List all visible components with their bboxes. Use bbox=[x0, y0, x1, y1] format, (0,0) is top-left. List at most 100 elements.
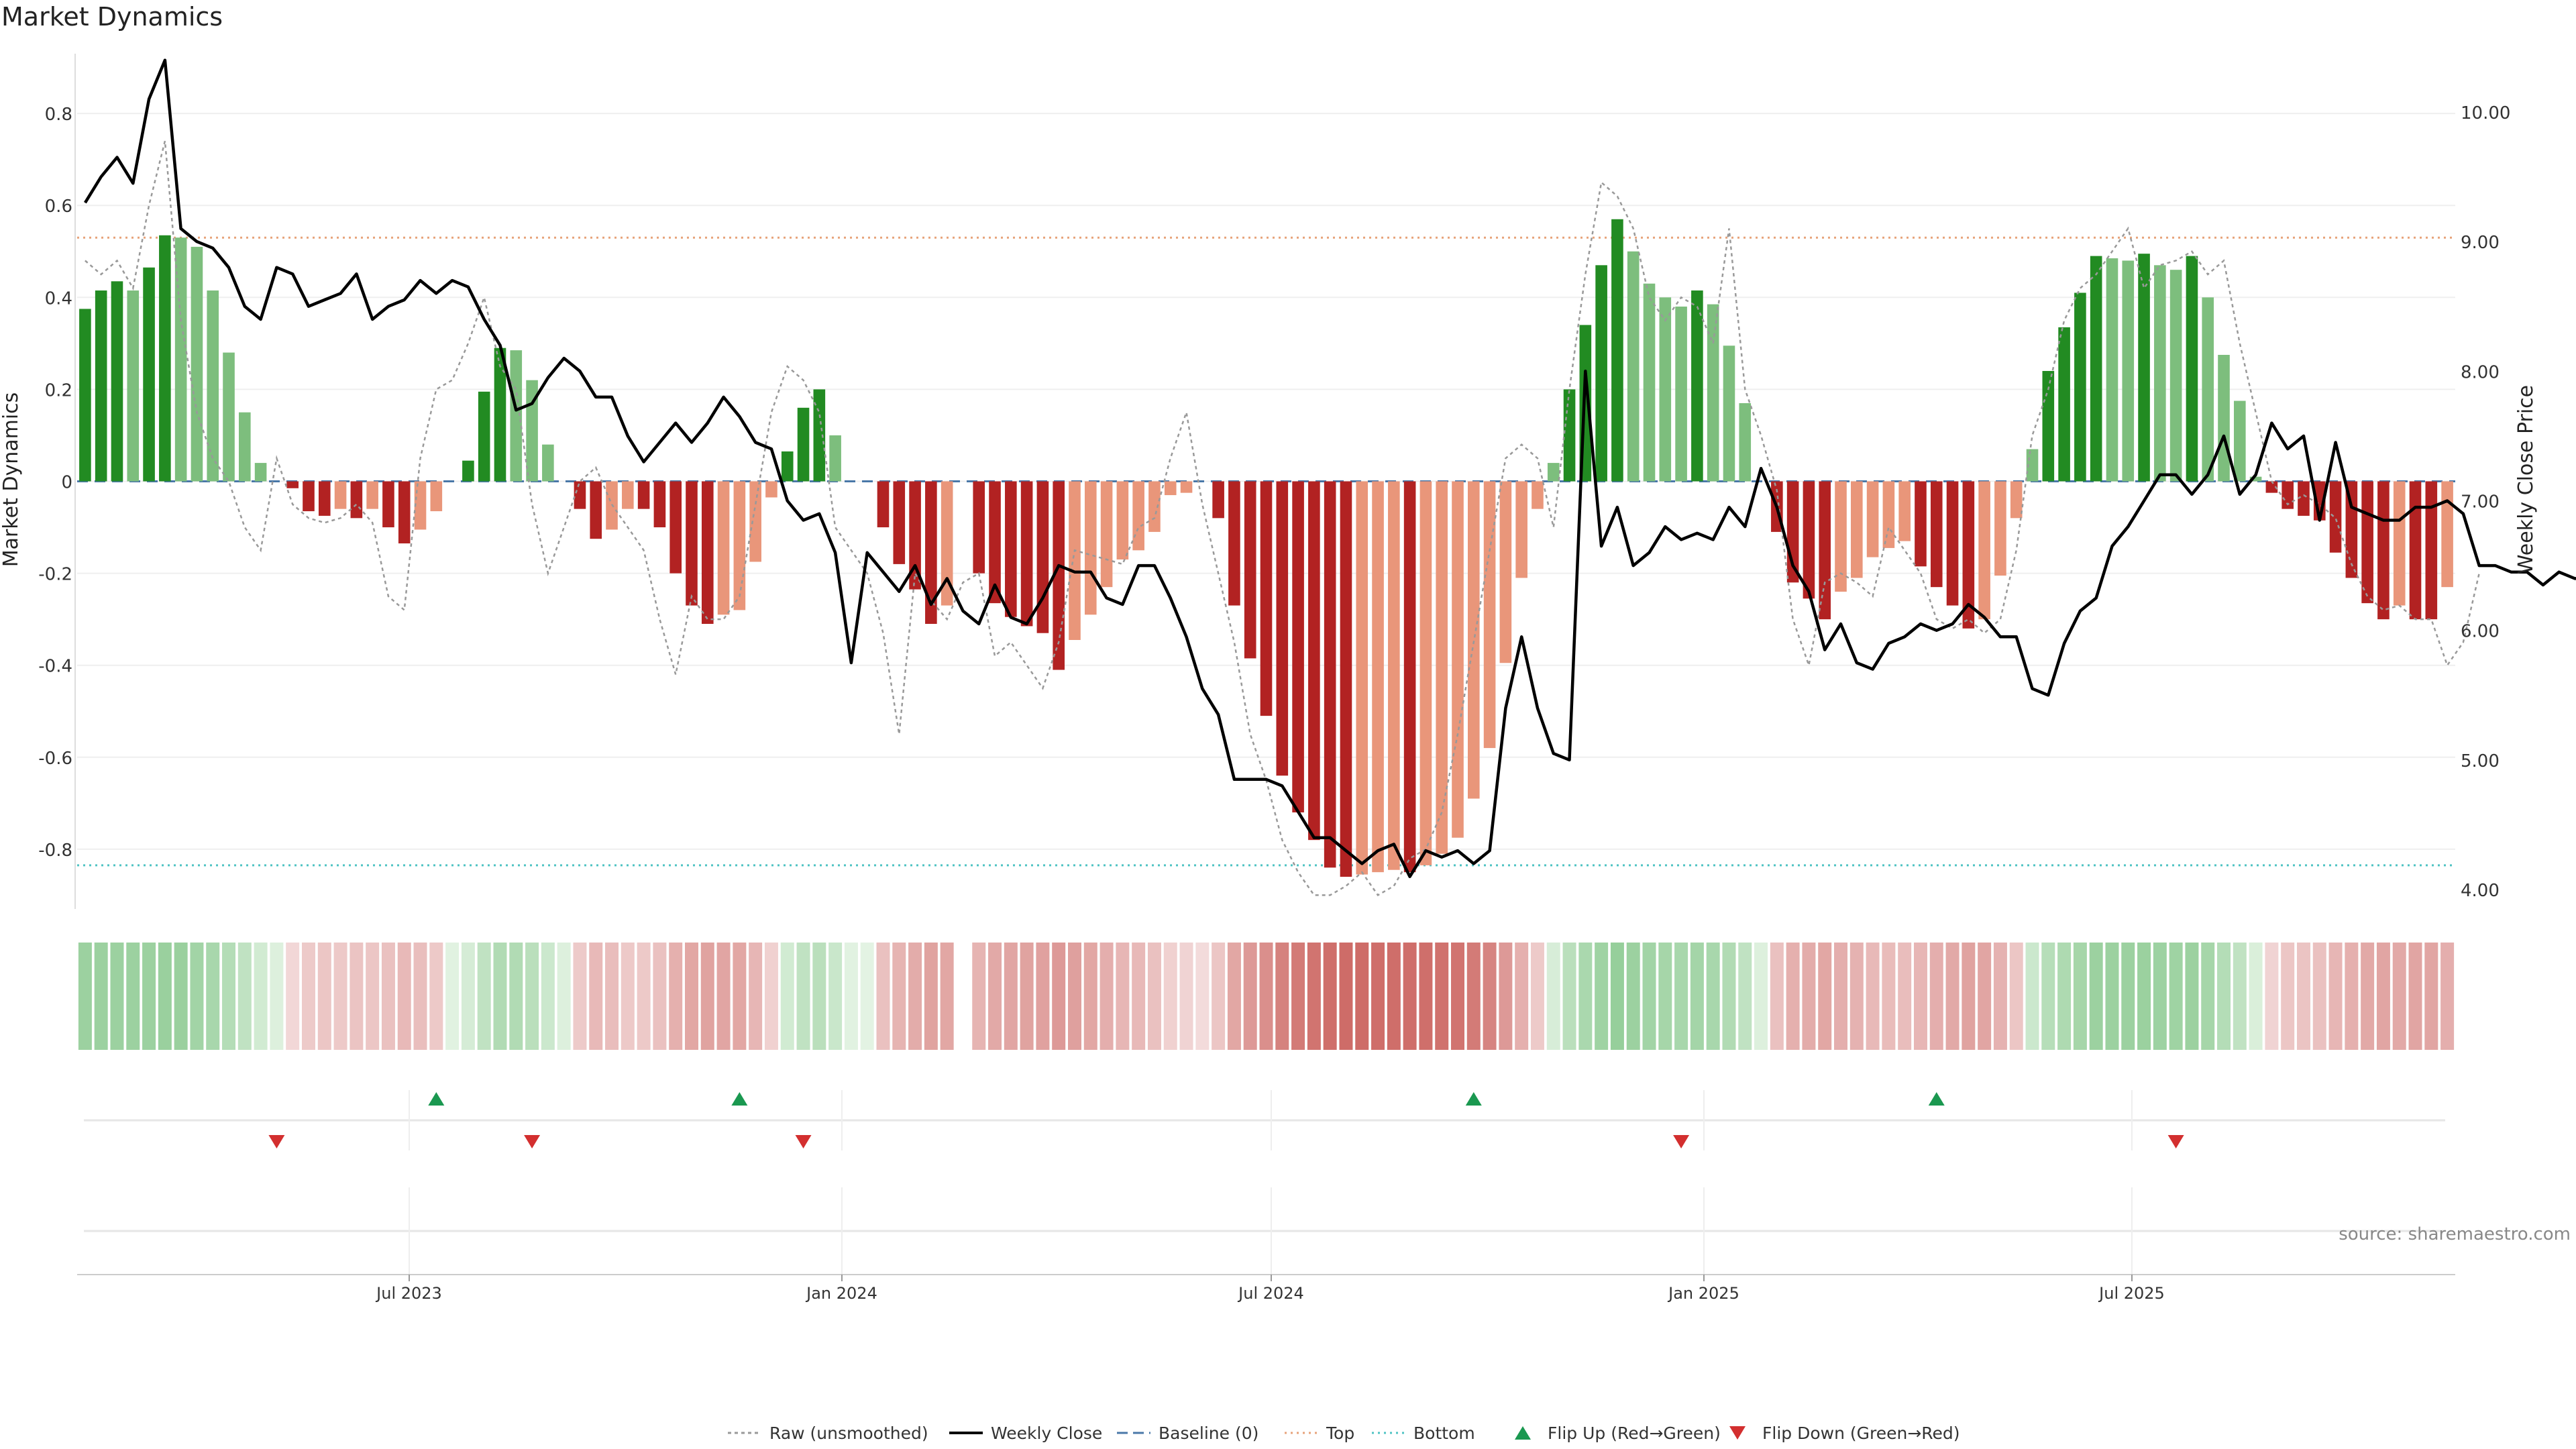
bar bbox=[1403, 481, 1416, 873]
bar bbox=[1356, 481, 1368, 875]
bar bbox=[382, 481, 394, 528]
bar bbox=[1739, 402, 1752, 482]
heat-cell bbox=[1371, 943, 1385, 1050]
bar bbox=[334, 481, 347, 509]
bar bbox=[1308, 481, 1320, 841]
heat-cell bbox=[254, 943, 268, 1050]
bar bbox=[462, 460, 474, 482]
bar bbox=[207, 290, 219, 482]
flip-markers bbox=[84, 1090, 2445, 1275]
bar bbox=[494, 347, 506, 482]
bar bbox=[1978, 481, 1990, 620]
heat-cell bbox=[637, 943, 651, 1050]
heat-cell bbox=[1929, 943, 1943, 1050]
bar bbox=[1148, 481, 1161, 532]
bar bbox=[2154, 265, 2166, 482]
heat-cell bbox=[270, 943, 284, 1050]
source-text: source: sharemaestro.com bbox=[2339, 1224, 2571, 1244]
heat-cell bbox=[716, 943, 731, 1050]
bar bbox=[1659, 297, 1672, 482]
bar bbox=[1563, 389, 1576, 482]
bar bbox=[2026, 449, 2039, 482]
heat-cell bbox=[1052, 943, 1066, 1050]
bar bbox=[1866, 481, 1879, 557]
bar bbox=[1260, 481, 1273, 716]
bar bbox=[223, 352, 235, 482]
heat-cell bbox=[2281, 943, 2295, 1050]
flip-up-marker bbox=[731, 1092, 748, 1106]
weekly-close-line bbox=[83, 58, 2576, 878]
bar bbox=[159, 235, 171, 482]
heat-cell bbox=[1451, 943, 1464, 1050]
heat-cell bbox=[573, 943, 587, 1050]
bar bbox=[1882, 481, 1895, 548]
bar bbox=[877, 481, 890, 528]
heat-cell bbox=[908, 943, 922, 1050]
bar bbox=[1547, 463, 1560, 482]
bar bbox=[366, 481, 378, 509]
heat-cell bbox=[1499, 943, 1513, 1050]
heat-cell bbox=[1020, 943, 1034, 1050]
bar bbox=[1020, 481, 1033, 627]
heat-cell bbox=[110, 943, 124, 1050]
bar bbox=[1819, 481, 1831, 620]
bar bbox=[1228, 481, 1240, 606]
bar bbox=[2042, 370, 2055, 482]
y2-tick-label: 5.00 bbox=[2461, 751, 2500, 771]
heat-cell bbox=[1195, 943, 1210, 1050]
heat-cell bbox=[1738, 943, 1752, 1050]
bar bbox=[2409, 481, 2422, 620]
bar bbox=[2282, 481, 2294, 509]
heat-cell bbox=[1435, 943, 1449, 1050]
legend-label: Flip Down (Green→Red) bbox=[1762, 1424, 1960, 1443]
bar bbox=[1132, 481, 1144, 551]
heat-cell bbox=[1387, 943, 1401, 1050]
y-tick-label: -0.8 bbox=[38, 841, 72, 861]
y2-tick-label: 10.00 bbox=[2461, 103, 2510, 123]
y-tick-label: 0.2 bbox=[45, 380, 72, 400]
legend-label: Baseline (0) bbox=[1159, 1424, 1258, 1443]
bar bbox=[1244, 481, 1256, 659]
heat-cell bbox=[461, 943, 475, 1050]
heat-cell bbox=[749, 943, 763, 1050]
legend-item: Weekly Close bbox=[949, 1424, 1102, 1443]
legend-label: Raw (unsmoothed) bbox=[769, 1424, 928, 1443]
heat-cell bbox=[397, 943, 411, 1050]
bar bbox=[510, 350, 523, 482]
y-tick-label: -0.2 bbox=[38, 565, 72, 585]
heat-cell bbox=[988, 943, 1002, 1050]
bar bbox=[1483, 481, 1496, 749]
y-tick-label: -0.6 bbox=[38, 749, 72, 769]
bar bbox=[1627, 251, 1640, 482]
bar bbox=[2345, 481, 2358, 578]
heat-cell bbox=[2408, 943, 2422, 1050]
heat-cell bbox=[972, 943, 986, 1050]
bar bbox=[1515, 481, 1527, 578]
bar bbox=[1292, 481, 1304, 813]
bar bbox=[95, 290, 107, 482]
flip-down-marker bbox=[524, 1135, 541, 1148]
bar bbox=[1180, 481, 1193, 493]
bar bbox=[1707, 304, 1719, 482]
x-tick-label: Jul 2025 bbox=[2098, 1284, 2165, 1303]
bar bbox=[2393, 481, 2406, 606]
heat-cell bbox=[2233, 943, 2247, 1050]
bar bbox=[1915, 481, 1927, 567]
bar bbox=[893, 481, 906, 564]
bar bbox=[574, 481, 586, 509]
heat-cell bbox=[1227, 943, 1241, 1050]
heat-cell bbox=[2249, 943, 2263, 1050]
raw-series-line bbox=[85, 140, 2480, 897]
heat-cell bbox=[1323, 943, 1337, 1050]
bar bbox=[622, 481, 634, 509]
bar bbox=[318, 481, 331, 516]
legend-item: Top bbox=[1285, 1424, 1354, 1443]
legend-item: Flip Down (Green→Red) bbox=[1729, 1424, 1960, 1443]
heat-cell bbox=[653, 943, 667, 1050]
bar bbox=[1436, 481, 1448, 854]
bar bbox=[2090, 256, 2102, 482]
heat-cell bbox=[381, 943, 395, 1050]
bar bbox=[2441, 481, 2453, 588]
y-tick-label: -0.4 bbox=[38, 657, 72, 677]
heat-cell bbox=[1083, 943, 1097, 1050]
